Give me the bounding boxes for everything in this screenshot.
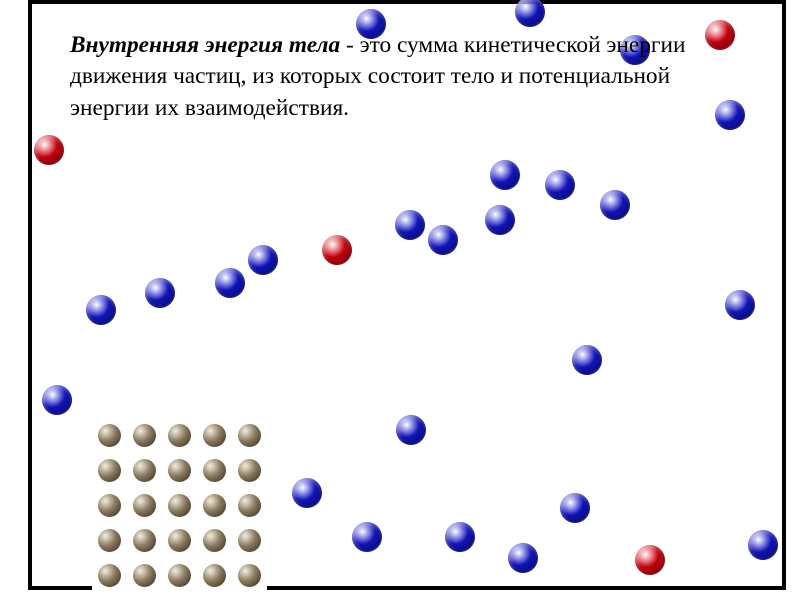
lattice-atom bbox=[238, 564, 261, 587]
lattice-atom bbox=[98, 529, 121, 552]
term: Внутренняя энергия тела bbox=[70, 32, 340, 58]
gas-particle bbox=[428, 225, 458, 255]
lattice-atom bbox=[168, 424, 191, 447]
gas-particle bbox=[42, 385, 72, 415]
gas-particle bbox=[145, 278, 175, 308]
gas-particle bbox=[86, 295, 116, 325]
lattice-atom bbox=[203, 529, 226, 552]
lattice-panel bbox=[92, 418, 267, 593]
gas-particle bbox=[215, 268, 245, 298]
lattice-atom bbox=[238, 529, 261, 552]
lattice-atom bbox=[168, 564, 191, 587]
gas-particle bbox=[725, 290, 755, 320]
gas-particle bbox=[395, 210, 425, 240]
gas-particle bbox=[545, 170, 575, 200]
lattice-atom bbox=[133, 564, 156, 587]
lattice-atom bbox=[238, 494, 261, 517]
lattice-atom bbox=[168, 494, 191, 517]
lattice-atom bbox=[98, 459, 121, 482]
lattice-atom bbox=[98, 494, 121, 517]
lattice-atom bbox=[133, 494, 156, 517]
lattice-atom bbox=[203, 459, 226, 482]
gas-particle bbox=[600, 190, 630, 220]
gas-particle bbox=[560, 493, 590, 523]
gas-particle bbox=[292, 478, 322, 508]
gas-particle bbox=[572, 345, 602, 375]
lattice-atom bbox=[98, 564, 121, 587]
lattice-atom bbox=[168, 529, 191, 552]
lattice-atom bbox=[168, 459, 191, 482]
gas-particle bbox=[34, 135, 64, 165]
gas-particle bbox=[485, 205, 515, 235]
gas-particle bbox=[352, 522, 382, 552]
stage: Внутренняя энергия тела - это сумма кине… bbox=[0, 0, 800, 600]
definition-text: Внутренняя энергия тела - это сумма кине… bbox=[70, 30, 730, 124]
lattice-atom bbox=[203, 424, 226, 447]
gas-particle bbox=[635, 545, 665, 575]
lattice-atom bbox=[203, 564, 226, 587]
gas-particle bbox=[445, 522, 475, 552]
lattice-atom bbox=[98, 424, 121, 447]
lattice-atom bbox=[238, 424, 261, 447]
gas-particle bbox=[508, 543, 538, 573]
gas-particle bbox=[322, 235, 352, 265]
lattice-atom bbox=[133, 459, 156, 482]
lattice-atom bbox=[203, 494, 226, 517]
lattice-atom bbox=[133, 424, 156, 447]
gas-particle bbox=[490, 160, 520, 190]
gas-particle bbox=[248, 245, 278, 275]
gas-particle bbox=[748, 530, 778, 560]
gas-particle bbox=[396, 415, 426, 445]
lattice-atom bbox=[133, 529, 156, 552]
lattice-atom bbox=[238, 459, 261, 482]
